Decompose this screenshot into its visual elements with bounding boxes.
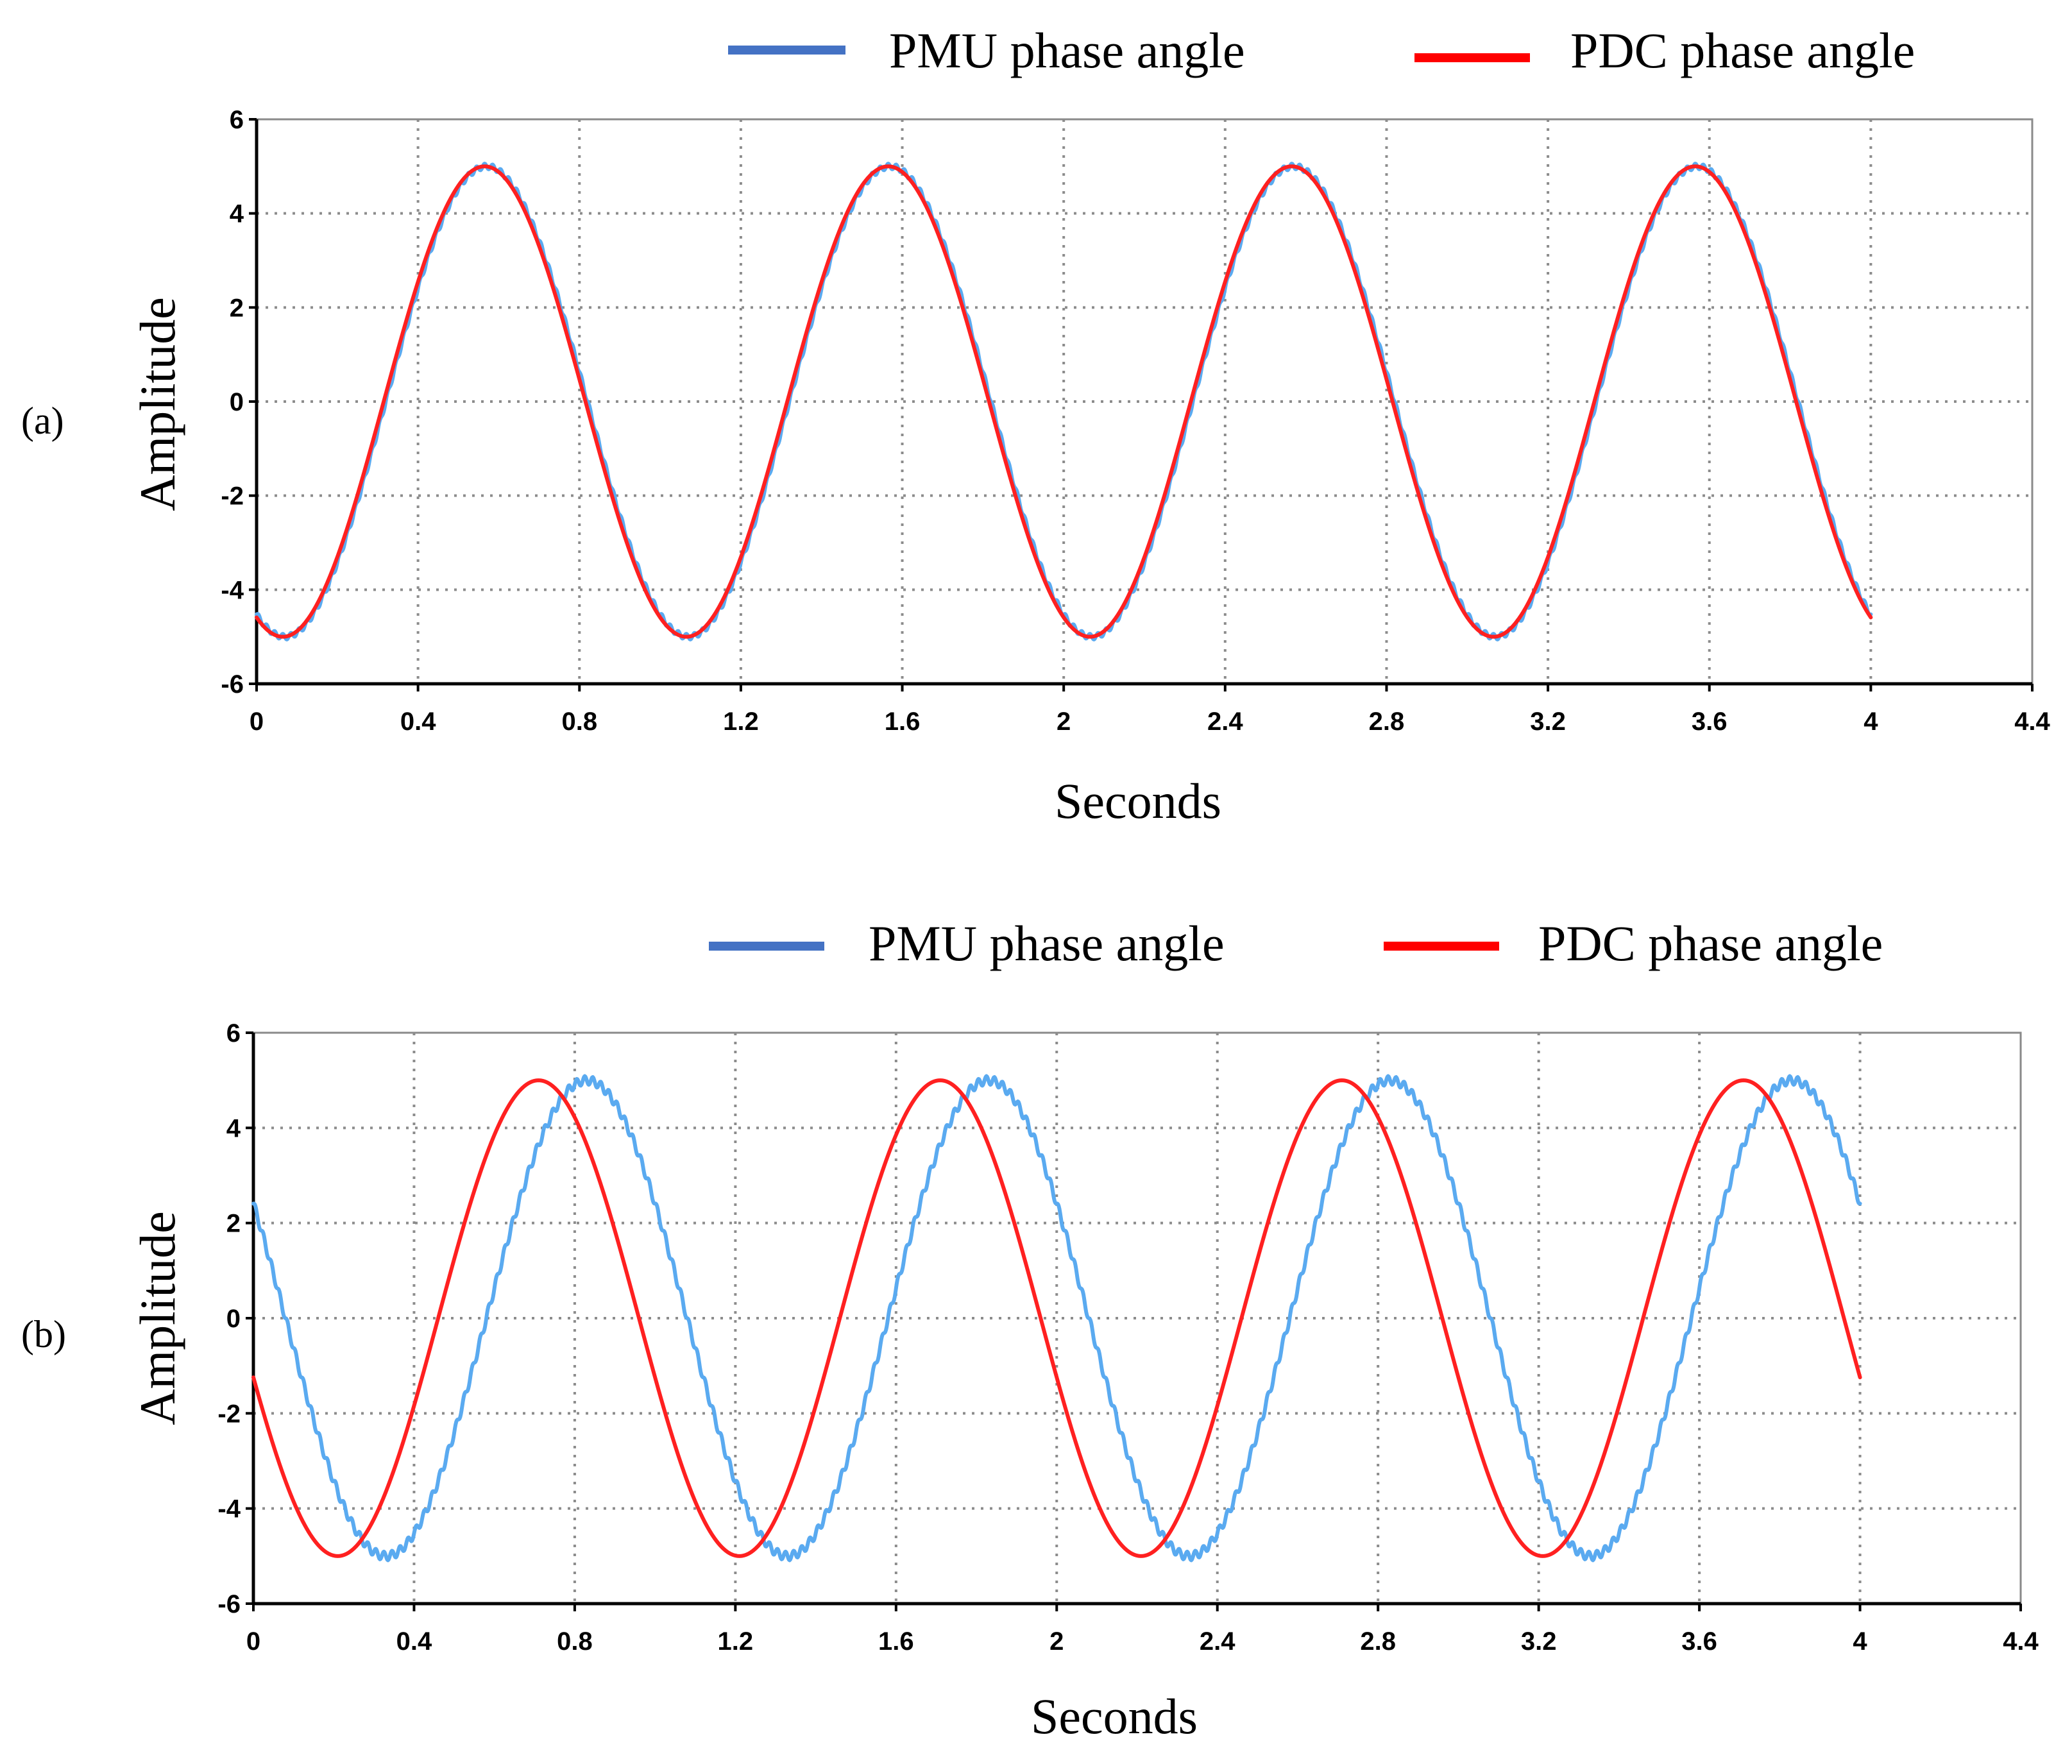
x-tick-label: 1.2 [723,708,759,736]
legend-a-label-pdc: PDC phase angle [1570,22,1915,78]
x-tick-label: 2.8 [1369,708,1405,736]
x-tick-label: 2.4 [1207,708,1243,736]
x-ticks-b: 0 0.4 0.8 1.2 1.6 2 2.4 2.8 3.2 3.6 4 4.4 [246,1604,2039,1656]
series-line-pdc [255,164,1873,639]
y-tick-label: -4 [221,576,244,604]
x-tick-label: 3.2 [1530,708,1566,736]
y-axis-title-b: Amplitude [130,1211,185,1425]
x-axis-title-a: Seconds [1055,773,1221,829]
y-tick-label: 4 [226,1114,241,1142]
series-line-pmu [255,162,1873,641]
y-tick-label: -4 [217,1495,241,1523]
x-tick-label: 2.8 [1360,1627,1396,1656]
x-tick-label: 0 [246,1627,260,1656]
x-tick-label: 3.6 [1692,708,1728,736]
y-axis-title-a: Amplitude [130,297,185,511]
x-tick-label: 0.4 [396,1627,432,1656]
legend-a-label-pmu: PMU phase angle [889,22,1245,78]
x-axis-title-b: Seconds [1031,1688,1198,1744]
x-tick-label: 4.4 [2003,1627,2039,1656]
series-group-a [255,162,1873,641]
x-tick-label: 0.8 [561,708,597,736]
series-line-pdc [251,1078,1862,1558]
x-tick-label: 1.6 [885,708,921,736]
y-tick-label: 0 [226,1305,241,1333]
chart-panel-a: PMU phase angle PDC phase angle (a) Ampl… [21,22,2051,829]
legend-a: PMU phase angle PDC phase angle [728,22,1915,78]
y-tick-label: -2 [217,1400,241,1428]
x-tick-label: 1.6 [878,1627,914,1656]
x-tick-label: 0 [250,708,264,736]
x-ticks-a: 0 0.4 0.8 1.2 1.6 2 2.4 2.8 3.2 3.6 4 4.4 [250,684,2051,736]
y-tick-label: -6 [217,1590,241,1618]
panel-label-a: (a) [21,400,64,442]
chart-panel-b: PMU phase angle PDC phase angle (b) Ampl… [21,915,2039,1744]
x-tick-label: 2 [1049,1627,1064,1656]
x-tick-label: 0.8 [557,1627,593,1656]
x-tick-label: 2.4 [1200,1627,1236,1656]
y-tick-label: 4 [230,200,244,228]
x-tick-label: 0.4 [400,708,436,736]
y-tick-label: 2 [226,1210,241,1238]
y-tick-label: -2 [221,482,244,511]
y-ticks-a: 6 4 2 0 -2 -4 -6 [221,106,257,699]
legend-b-label-pmu: PMU phase angle [869,915,1225,971]
series-line-pmu [251,1074,1862,1563]
y-tick-label: 6 [226,1019,241,1047]
x-tick-label: 1.2 [718,1627,754,1656]
y-tick-label: -6 [221,670,244,699]
x-tick-label: 3.2 [1521,1627,1557,1656]
x-tick-label: 4.4 [2014,708,2050,736]
y-ticks-b: 6 4 2 0 -2 -4 -6 [217,1019,253,1618]
legend-b-label-pdc: PDC phase angle [1538,915,1883,971]
series-group-b [251,1074,1862,1563]
y-tick-label: 6 [230,106,244,134]
panel-label-b: (b) [21,1313,66,1355]
x-tick-label: 4 [1853,1627,1867,1656]
legend-b: PMU phase angle PDC phase angle [709,915,1883,971]
y-tick-label: 2 [230,294,244,322]
y-tick-label: 0 [230,388,244,416]
x-tick-label: 2 [1057,708,1071,736]
x-tick-label: 3.6 [1681,1627,1717,1656]
x-tick-label: 4 [1864,708,1878,736]
